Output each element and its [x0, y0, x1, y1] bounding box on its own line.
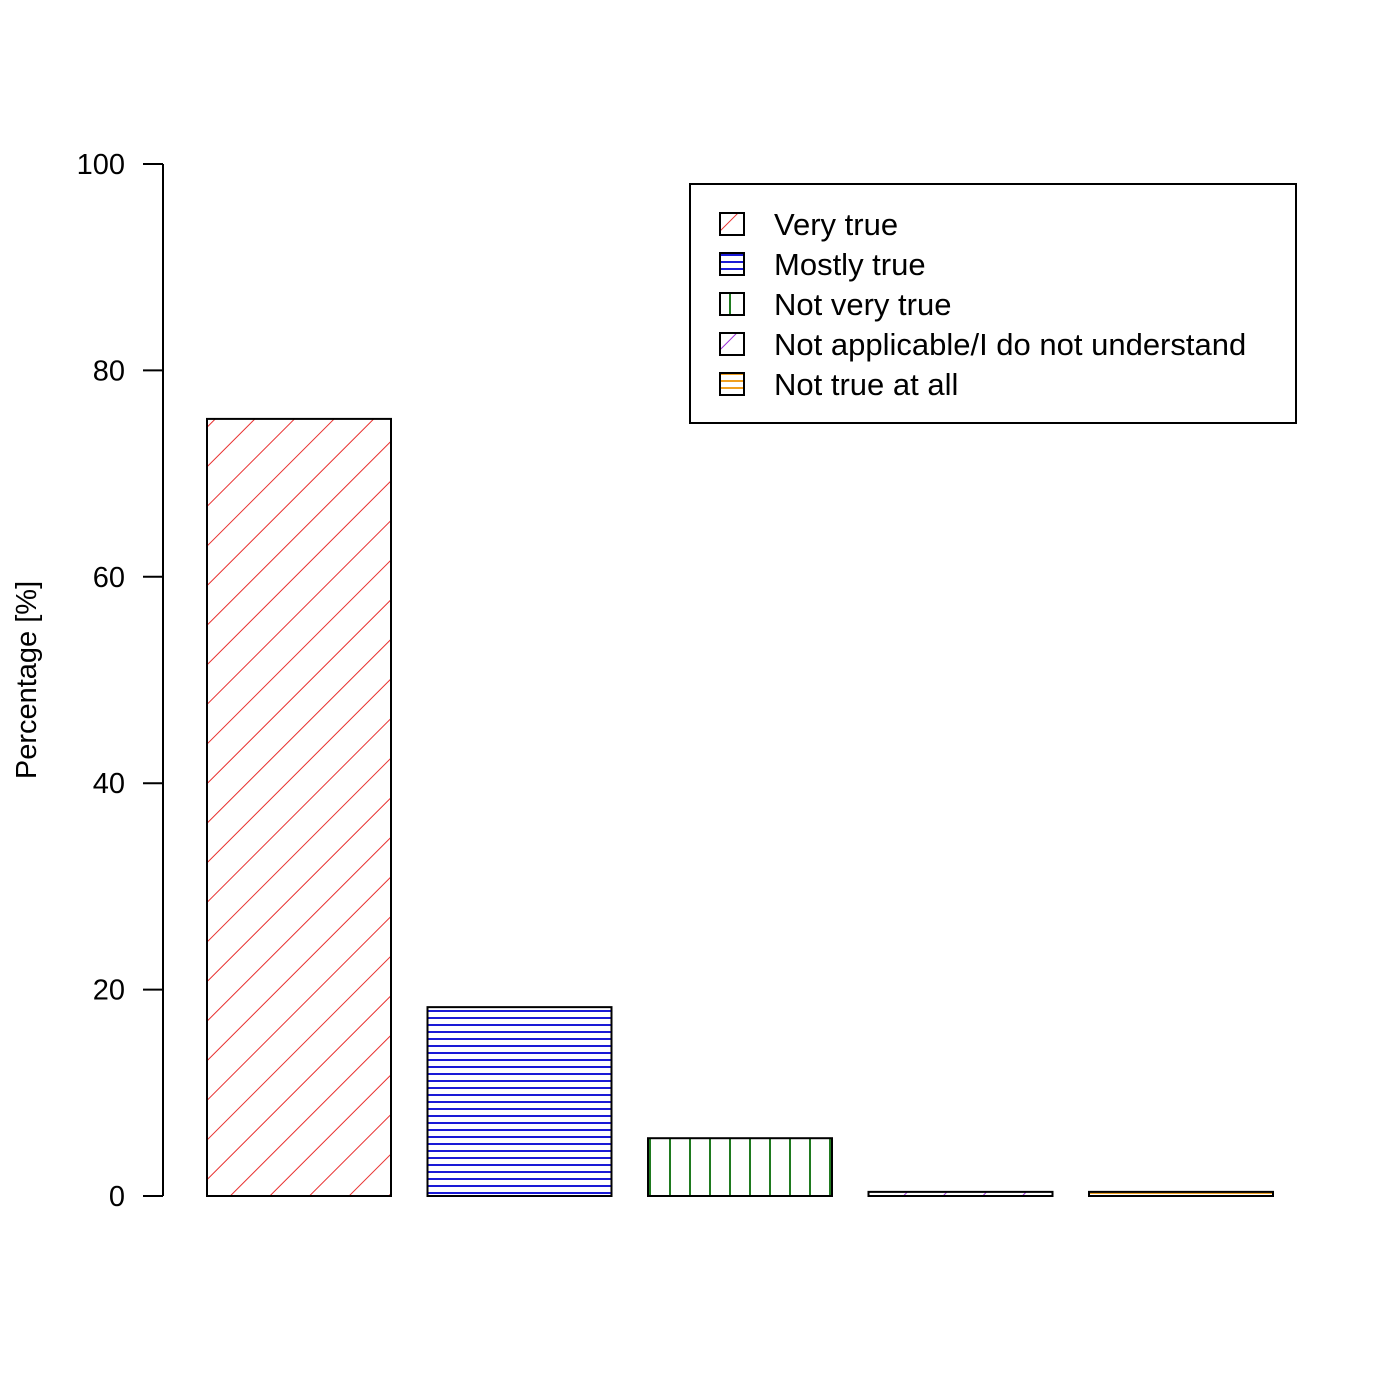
y-tick-label: 0	[109, 1181, 125, 1213]
legend-label: Not applicable/I do not understand	[774, 327, 1246, 362]
bar	[1088, 1190, 1274, 1197]
legend-label: Not true at all	[774, 367, 958, 402]
y-tick-label: 60	[93, 562, 125, 594]
legend-item: Mostly true	[719, 247, 926, 282]
y-axis-title: Percentage [%]	[11, 581, 43, 779]
legend-swatch	[719, 372, 745, 396]
legend-item: Not applicable/I do not understand	[719, 327, 1246, 362]
legend-swatch	[719, 212, 745, 236]
bar	[867, 1190, 1054, 1197]
legend-label: Very true	[774, 207, 898, 242]
legend-item: Not very true	[719, 287, 951, 322]
legend-swatch	[719, 252, 745, 276]
legend-label: Mostly true	[774, 247, 926, 282]
y-tick-label: 40	[93, 768, 125, 800]
legend-frame	[689, 183, 1297, 424]
bar	[426, 1006, 613, 1197]
legend-item: Very true	[719, 207, 898, 242]
bars	[206, 417, 1274, 1198]
y-tick-label: 20	[93, 975, 125, 1007]
y-tick-label: 100	[77, 149, 125, 181]
legend: Very true Mostly true Not very true Not app…	[689, 183, 1297, 424]
legend-swatch	[719, 332, 745, 356]
legend-item: Not true at all	[719, 367, 958, 402]
legend-label: Not very true	[774, 287, 951, 322]
legend-swatch	[719, 292, 745, 316]
y-axis: 0 20 40 60 80 100	[77, 149, 164, 1213]
y-tick-label: 80	[93, 355, 125, 387]
bar	[206, 417, 392, 1197]
bar	[647, 1137, 833, 1198]
